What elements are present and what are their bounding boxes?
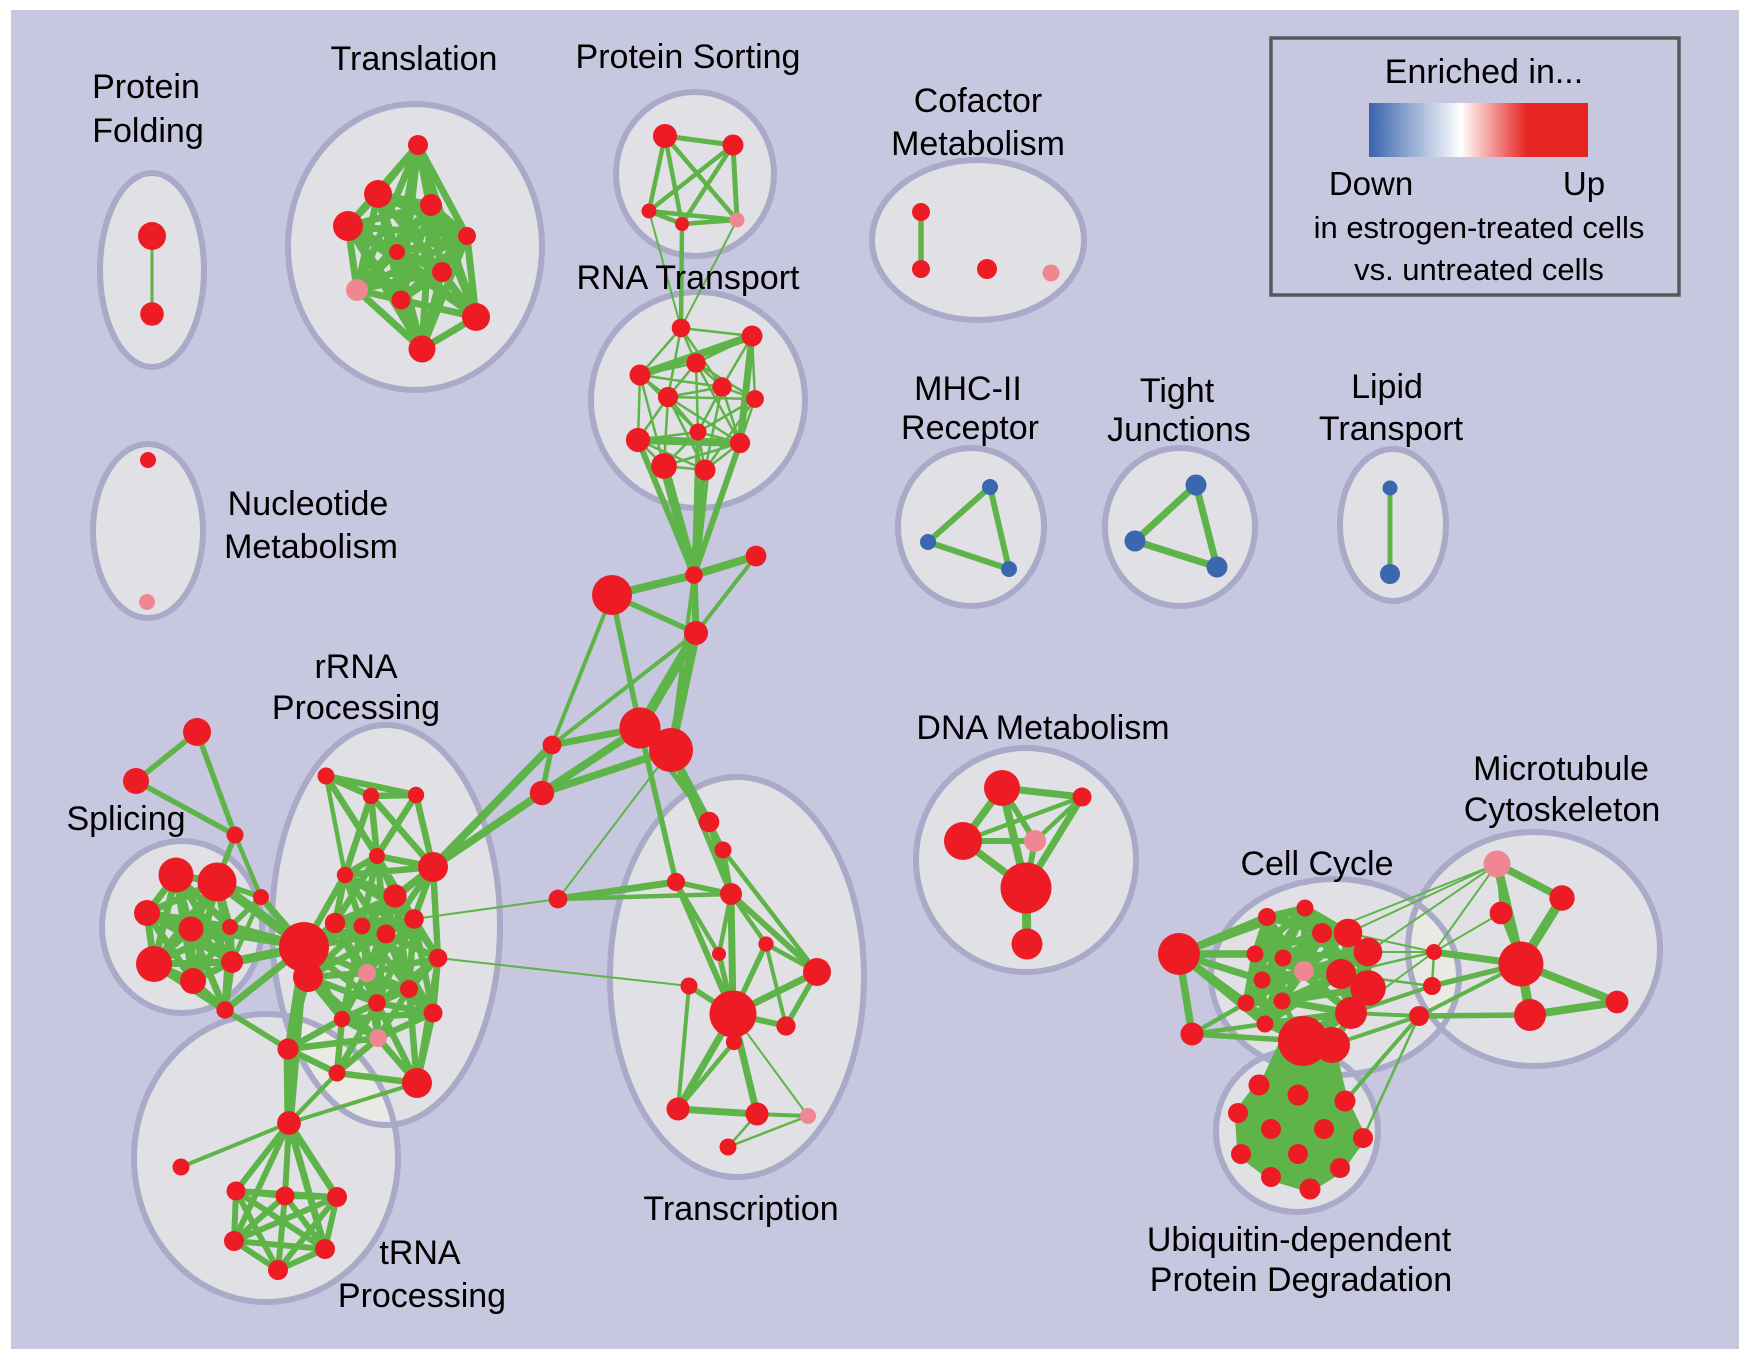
svg-text:Cell Cycle: Cell Cycle	[1240, 845, 1393, 883]
svg-text:Microtubule: Microtubule	[1473, 750, 1649, 788]
svg-text:DNA Metabolism: DNA Metabolism	[916, 709, 1169, 747]
svg-text:Nucleotide: Nucleotide	[228, 485, 389, 523]
svg-text:Transcription: Transcription	[643, 1190, 838, 1228]
svg-text:Protein Degradation: Protein Degradation	[1150, 1261, 1452, 1299]
svg-text:Translation: Translation	[331, 40, 498, 78]
svg-text:in estrogen-treated cells: in estrogen-treated cells	[1314, 210, 1645, 245]
svg-text:Up: Up	[1563, 165, 1605, 202]
svg-text:rRNA: rRNA	[314, 648, 397, 686]
svg-text:Folding: Folding	[92, 112, 204, 150]
svg-text:MHC-II: MHC-II	[914, 370, 1022, 408]
svg-text:Cytoskeleton: Cytoskeleton	[1464, 791, 1661, 829]
svg-text:Cofactor: Cofactor	[914, 82, 1043, 120]
svg-text:Splicing: Splicing	[66, 800, 185, 838]
svg-text:Ubiquitin-dependent: Ubiquitin-dependent	[1147, 1221, 1452, 1259]
svg-text:Protein: Protein	[92, 68, 200, 106]
svg-text:RNA Transport: RNA Transport	[577, 259, 801, 297]
svg-text:Metabolism: Metabolism	[891, 125, 1065, 163]
svg-text:Processing: Processing	[272, 689, 440, 727]
svg-text:Transport: Transport	[1319, 410, 1464, 448]
svg-text:Junctions: Junctions	[1107, 411, 1251, 449]
svg-text:tRNA: tRNA	[379, 1234, 461, 1272]
svg-text:Receptor: Receptor	[901, 409, 1039, 447]
svg-text:Down: Down	[1329, 165, 1413, 202]
svg-text:Enriched in...: Enriched in...	[1385, 53, 1583, 91]
svg-text:Tight: Tight	[1140, 372, 1215, 410]
svg-text:Metabolism: Metabolism	[224, 528, 398, 566]
svg-text:Protein Sorting: Protein Sorting	[576, 38, 801, 76]
svg-text:Lipid: Lipid	[1351, 368, 1423, 406]
svg-text:Processing: Processing	[338, 1277, 506, 1315]
svg-text:vs. untreated cells: vs. untreated cells	[1354, 252, 1604, 287]
